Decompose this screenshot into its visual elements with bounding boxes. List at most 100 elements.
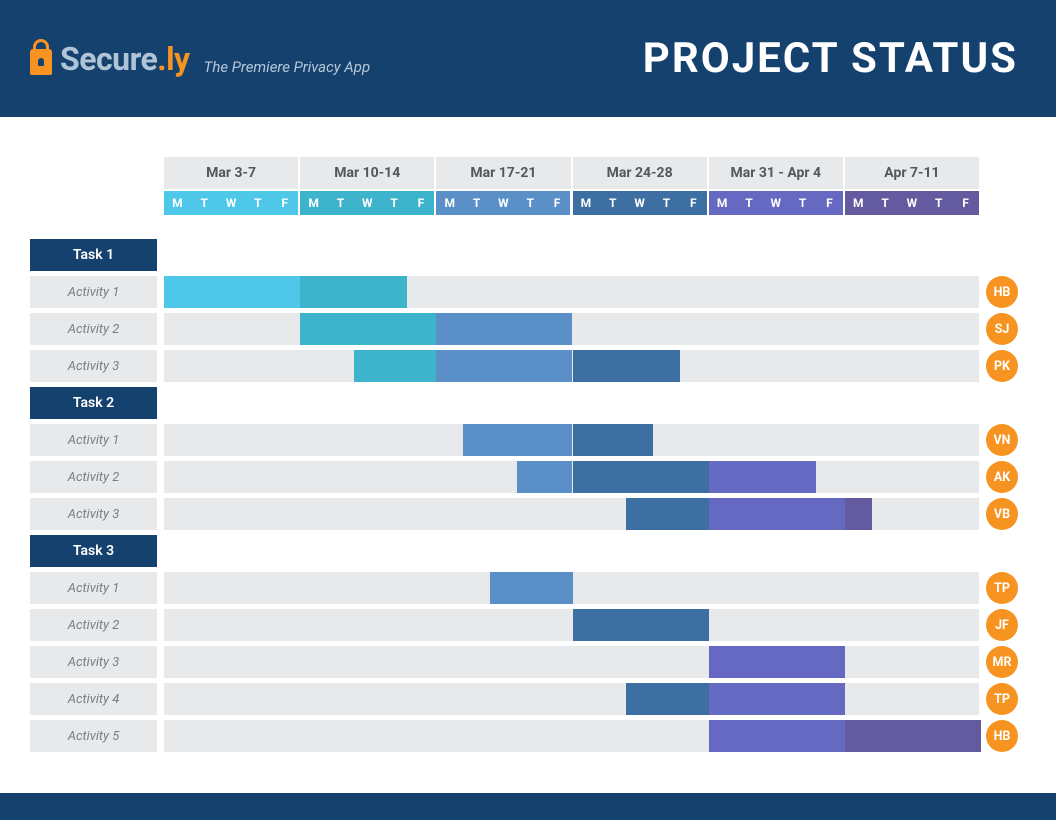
lock-icon [30, 49, 52, 75]
week-days: MTWTF [845, 191, 979, 215]
day-header: T [327, 191, 354, 215]
day-header: W [354, 191, 381, 215]
avatar-blank [986, 387, 1018, 419]
activity-track [164, 646, 979, 678]
week-header-row: Mar 3-7Mar 10-14Mar 17-21Mar 24-28Mar 31… [164, 157, 979, 189]
day-header: F [680, 191, 707, 215]
week-header: Mar 3-7 [164, 157, 298, 189]
day-header: F [407, 191, 434, 215]
week-days: MTWTF [300, 191, 434, 215]
task-track-blank [164, 535, 979, 567]
day-header: M [164, 191, 191, 215]
week-days: MTWTF [436, 191, 570, 215]
gantt-segment [573, 609, 709, 641]
activity-track [164, 720, 979, 752]
page-title: PROJECT STATUS [643, 34, 1018, 83]
day-header: F [952, 191, 979, 215]
day-header: T [191, 191, 218, 215]
gantt-segment [709, 683, 845, 715]
logo: Secure.ly [30, 40, 190, 78]
brand-part-b: ly [166, 40, 190, 78]
gantt-segment [709, 646, 845, 678]
day-header: F [544, 191, 571, 215]
gantt-segment [517, 461, 573, 493]
activity-track [164, 609, 979, 641]
day-header: T [463, 191, 490, 215]
week-days: MTWTF [164, 191, 298, 215]
gantt-segment [463, 424, 572, 456]
activity-track [164, 498, 979, 530]
task-track-blank [164, 387, 979, 419]
day-header-row: MTWTFMTWTFMTWTFMTWTFMTWTFMTWTF [164, 191, 979, 215]
day-header: W [899, 191, 926, 215]
avatar-blank [986, 535, 1018, 567]
assignee-avatar: SJ [986, 313, 1018, 345]
week-header: Mar 24-28 [573, 157, 707, 189]
gantt-segment [709, 498, 845, 530]
assignee-avatar: VB [986, 498, 1018, 530]
activity-label: Activity 1 [30, 572, 157, 604]
gantt-segment [573, 424, 654, 456]
week-header: Mar 10-14 [300, 157, 434, 189]
assignee-avatar: TP [986, 683, 1018, 715]
week-header: Mar 31 - Apr 4 [709, 157, 843, 189]
day-header: T [789, 191, 816, 215]
header: Secure.ly The Premiere Privacy App PROJE… [0, 0, 1056, 117]
day-header: M [709, 191, 736, 215]
gantt-segment [845, 720, 981, 752]
day-header: F [816, 191, 843, 215]
day-header: T [599, 191, 626, 215]
assignee-avatar: MR [986, 646, 1018, 678]
logo-block: Secure.ly The Premiere Privacy App [30, 40, 370, 78]
day-header: M [300, 191, 327, 215]
tagline: The Premiere Privacy App [204, 58, 371, 76]
day-header: M [436, 191, 463, 215]
gantt-segment [626, 683, 709, 715]
day-header: W [762, 191, 789, 215]
day-header: T [872, 191, 899, 215]
activity-label: Activity 2 [30, 609, 157, 641]
week-days: MTWTF [573, 191, 707, 215]
activity-track [164, 461, 979, 493]
gantt-segment [436, 350, 572, 382]
activity-label: Activity 3 [30, 646, 157, 678]
activity-track [164, 313, 979, 345]
task-label: Task 1 [30, 239, 157, 271]
day-header: W [490, 191, 517, 215]
activity-label: Activity 2 [30, 461, 157, 493]
activity-label: Activity 3 [30, 350, 157, 382]
gantt-segment [845, 498, 872, 530]
brand-part-a: Secure [60, 40, 157, 78]
gantt-segment [164, 276, 300, 308]
task-label: Task 3 [30, 535, 157, 567]
day-header: T [244, 191, 271, 215]
assignee-avatar: JF [986, 609, 1018, 641]
gantt-segment [709, 461, 816, 493]
gantt-segment [573, 350, 680, 382]
day-header: F [271, 191, 298, 215]
task-track-blank [164, 239, 979, 271]
gantt-segment [300, 313, 436, 345]
day-header: M [573, 191, 600, 215]
activity-label: Activity 5 [30, 720, 157, 752]
gantt-segment [354, 350, 437, 382]
gantt-segment [573, 461, 709, 493]
assignee-avatar: HB [986, 720, 1018, 752]
day-header: W [218, 191, 245, 215]
gantt-segment [626, 498, 709, 530]
day-header: W [626, 191, 653, 215]
day-header: T [381, 191, 408, 215]
activity-track [164, 276, 979, 308]
week-header: Apr 7-11 [845, 157, 979, 189]
gantt-segment [300, 276, 407, 308]
day-header: T [517, 191, 544, 215]
activity-label: Activity 2 [30, 313, 157, 345]
assignee-avatar: HB [986, 276, 1018, 308]
brand-name: Secure.ly [60, 40, 190, 78]
activity-track [164, 350, 979, 382]
day-header: T [736, 191, 763, 215]
activity-label: Activity 4 [30, 683, 157, 715]
task-label: Task 2 [30, 387, 157, 419]
activity-label: Activity 1 [30, 276, 157, 308]
assignee-avatar: TP [986, 572, 1018, 604]
